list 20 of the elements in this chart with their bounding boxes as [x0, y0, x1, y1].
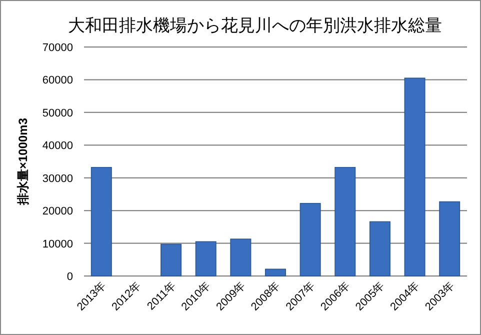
- y-tick-label: 10000: [42, 238, 73, 250]
- y-tick-label: 20000: [42, 206, 73, 218]
- bar: [90, 166, 112, 276]
- y-tick-label: 0: [66, 271, 73, 283]
- bar: [439, 201, 460, 276]
- bar: [300, 202, 321, 276]
- bar: [404, 78, 426, 276]
- bar: [160, 244, 182, 276]
- bar: [265, 268, 286, 276]
- bar: [334, 166, 356, 276]
- y-axis-title: 排水量×1000m3: [16, 118, 30, 206]
- bar: [230, 238, 252, 276]
- chart-title: 大和田排水機場から花見川への年別洪水排水総量: [68, 16, 442, 35]
- y-tick-label: 50000: [42, 107, 73, 120]
- bar: [195, 241, 216, 276]
- y-tick-label: 30000: [42, 172, 73, 185]
- y-tick-label: 70000: [42, 42, 73, 54]
- y-tick-label: 60000: [42, 74, 73, 87]
- y-tick-label: 40000: [42, 140, 73, 152]
- bar: [369, 221, 390, 276]
